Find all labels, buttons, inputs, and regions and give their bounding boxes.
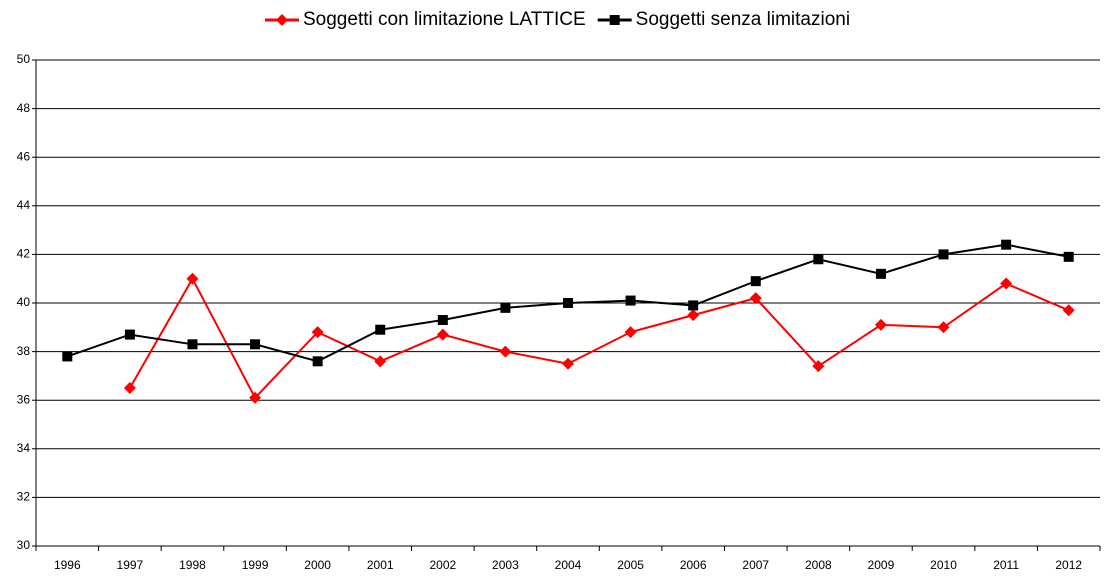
data-point xyxy=(123,382,136,395)
y-tick-label: 30 xyxy=(17,538,31,552)
x-tick-label: 2008 xyxy=(805,558,832,572)
data-point xyxy=(62,351,73,362)
legend-marker xyxy=(609,15,620,25)
data-point xyxy=(937,321,950,334)
x-tick-label: 2012 xyxy=(1055,558,1082,572)
x-tick-label: 2009 xyxy=(868,558,895,572)
data-point xyxy=(563,298,573,308)
data-point xyxy=(250,339,261,350)
y-tick-label: 40 xyxy=(17,295,31,309)
data-point xyxy=(187,339,198,350)
y-tick-label: 36 xyxy=(17,392,31,406)
data-point xyxy=(1000,277,1013,290)
x-tick-label: 2002 xyxy=(429,558,456,572)
data-point xyxy=(186,272,199,285)
data-point xyxy=(812,360,825,373)
y-tick-label: 44 xyxy=(17,198,31,212)
data-point xyxy=(875,268,886,279)
data-point xyxy=(1062,304,1075,317)
data-point xyxy=(437,315,448,326)
legend-label: Soggetti con limitazione LATTICE xyxy=(303,9,586,30)
data-point xyxy=(562,357,574,370)
x-tick-label: 2004 xyxy=(555,558,582,572)
x-tick-label: 1999 xyxy=(242,558,269,572)
x-tick-label: 2003 xyxy=(492,558,519,572)
y-tick-label: 34 xyxy=(17,441,31,455)
data-point xyxy=(500,302,511,313)
data-point xyxy=(1001,239,1012,250)
series-line xyxy=(129,276,1070,400)
x-tick-label: 1997 xyxy=(117,558,144,572)
y-tick-label: 48 xyxy=(17,101,31,115)
y-tick-label: 46 xyxy=(17,149,31,163)
x-tick-label: 2001 xyxy=(367,558,394,572)
data-point xyxy=(249,391,262,404)
data-point xyxy=(750,276,761,287)
x-tick-label: 2011 xyxy=(993,558,1019,572)
data-point xyxy=(687,309,700,322)
y-tick-label: 42 xyxy=(17,247,31,261)
data-point xyxy=(375,324,386,335)
x-tick-label: 1998 xyxy=(179,558,206,572)
data-point xyxy=(938,249,949,260)
x-tick-label: 2007 xyxy=(742,558,769,572)
data-point xyxy=(749,292,762,305)
data-point xyxy=(374,355,387,368)
x-tick-label: 2005 xyxy=(617,558,644,572)
data-point xyxy=(874,318,887,331)
x-tick-label: 2000 xyxy=(304,558,331,572)
x-tick-label: 2006 xyxy=(680,558,707,572)
data-point xyxy=(1063,251,1074,262)
data-point xyxy=(813,254,824,265)
data-point xyxy=(499,345,512,358)
y-tick-label: 38 xyxy=(17,344,31,358)
x-tick-label: 1996 xyxy=(54,558,81,572)
legend-label: Soggetti senza limitazioni xyxy=(636,9,850,30)
data-point xyxy=(311,326,324,339)
data-point xyxy=(312,356,323,367)
legend-marker xyxy=(276,14,288,26)
data-point xyxy=(625,295,636,306)
data-point xyxy=(124,329,135,340)
data-point xyxy=(624,326,637,339)
y-tick-label: 32 xyxy=(17,490,31,504)
data-point xyxy=(688,300,699,311)
x-tick-label: 2010 xyxy=(930,558,957,572)
data-point xyxy=(436,328,449,341)
y-tick-label: 50 xyxy=(17,52,31,66)
